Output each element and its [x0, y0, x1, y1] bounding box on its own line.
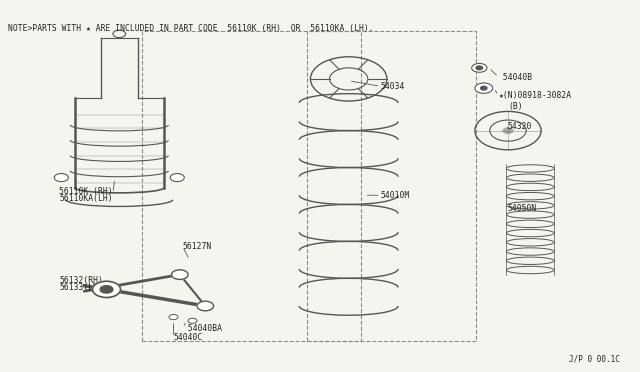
Circle shape	[54, 173, 68, 182]
Circle shape	[170, 173, 184, 182]
Circle shape	[93, 281, 120, 298]
Text: NOTE>PARTS WITH ★ ARE INCLUDED IN PART CODE  56110K (RH)  OR  56110KA (LH).: NOTE>PARTS WITH ★ ARE INCLUDED IN PART C…	[8, 23, 373, 32]
Circle shape	[188, 318, 197, 323]
Circle shape	[169, 314, 178, 320]
Text: 54320: 54320	[508, 122, 532, 131]
Circle shape	[481, 86, 487, 90]
Text: 54010M: 54010M	[381, 191, 410, 200]
Bar	[307, 31, 476, 341]
Circle shape	[100, 286, 113, 293]
Text: 56132(RH): 56132(RH)	[60, 276, 103, 285]
Text: 54034: 54034	[381, 82, 405, 91]
Circle shape	[172, 270, 188, 279]
Text: 56133(LH): 56133(LH)	[60, 283, 103, 292]
Text: 54050N: 54050N	[508, 203, 537, 213]
Circle shape	[476, 66, 483, 70]
Circle shape	[472, 63, 487, 72]
Circle shape	[475, 83, 493, 93]
Text: 56110K (RH): 56110K (RH)	[60, 187, 113, 196]
Text: ★(N)08918-3082A: ★(N)08918-3082A	[499, 91, 572, 100]
Text: 54040B: 54040B	[499, 73, 532, 81]
Text: 56110KA(LH): 56110KA(LH)	[60, 195, 113, 203]
Text: (B): (B)	[508, 102, 523, 111]
Bar	[141, 31, 362, 341]
Text: 54040C: 54040C	[173, 333, 203, 342]
Text: 56127N: 56127N	[183, 243, 212, 251]
Text: 54040BA: 54040BA	[183, 324, 222, 333]
Circle shape	[503, 128, 513, 134]
Circle shape	[197, 301, 214, 311]
Text: J/P 0 00.1C: J/P 0 00.1C	[568, 354, 620, 363]
